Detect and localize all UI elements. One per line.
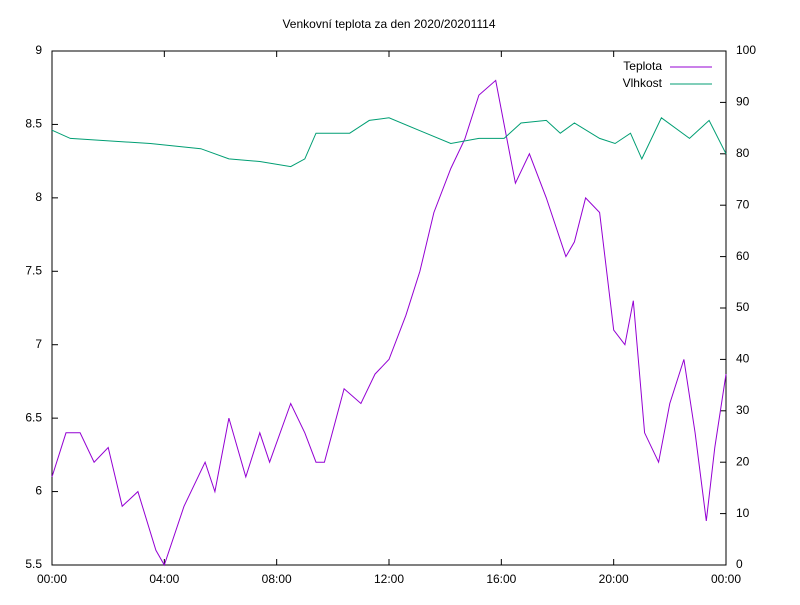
legend-label: Teplota — [623, 59, 662, 73]
x-tick-label: 12:00 — [374, 572, 404, 586]
x-tick-label: 00:00 — [711, 572, 741, 586]
x-tick-label: 00:00 — [37, 572, 67, 586]
y-tick-label: 7 — [35, 337, 42, 351]
x-tick-label: 20:00 — [599, 572, 629, 586]
x-tick-label: 16:00 — [486, 572, 516, 586]
y-tick-label: 5.5 — [25, 557, 42, 571]
legend-label: Vlhkost — [623, 76, 663, 90]
y2-tick-label: 10 — [736, 506, 750, 520]
chart-title: Venkovní teplota za den 2020/20201114 — [282, 17, 495, 31]
y-tick-label: 6.5 — [25, 410, 42, 424]
y-tick-label: 6 — [35, 484, 42, 498]
y-tick-label: 7.5 — [25, 263, 42, 277]
y2-tick-label: 90 — [736, 95, 750, 109]
y-tick-label: 8 — [35, 190, 42, 204]
x-tick-label: 04:00 — [149, 572, 179, 586]
y2-tick-label: 40 — [736, 352, 750, 366]
y-tick-label: 8.5 — [25, 117, 42, 131]
series-line — [51, 117, 727, 168]
series-line — [51, 79, 727, 567]
y2-tick-label: 70 — [736, 197, 750, 211]
y2-tick-label: 80 — [736, 146, 750, 160]
y2-tick-label: 0 — [736, 557, 743, 571]
y2-tick-label: 50 — [736, 300, 750, 314]
y-tick-label: 9 — [35, 43, 42, 57]
y2-tick-label: 60 — [736, 249, 750, 263]
y2-tick-label: 100 — [736, 43, 756, 57]
x-tick-label: 08:00 — [262, 572, 292, 586]
y2-tick-label: 30 — [736, 403, 750, 417]
y2-tick-label: 20 — [736, 454, 750, 468]
